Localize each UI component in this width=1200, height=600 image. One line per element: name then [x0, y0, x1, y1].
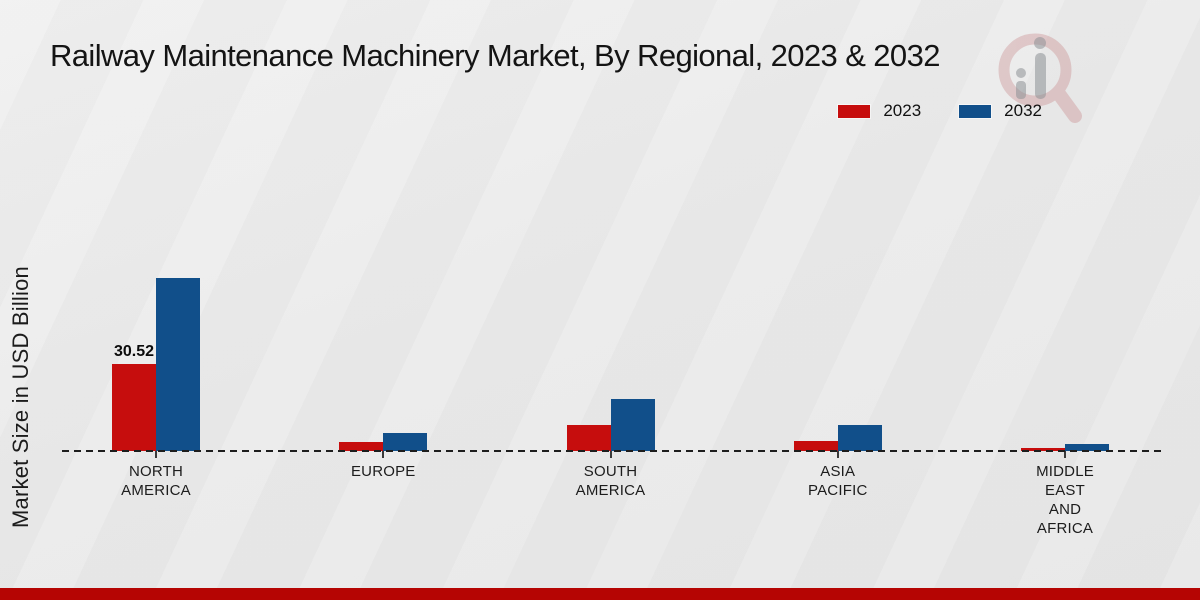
legend-swatch-2032 — [959, 104, 992, 118]
legend-item-2023: 2023 — [838, 101, 921, 121]
x-axis-tick — [155, 451, 157, 458]
bar-value-label: 30.52 — [113, 343, 155, 360]
x-axis-zero-dashed-line — [62, 450, 1165, 452]
bar-2023-middle-east-and-africa — [1021, 447, 1065, 451]
x-axis-tick — [609, 451, 612, 458]
legend: 2023 2032 — [838, 101, 1042, 121]
x-axis-tick — [1064, 451, 1066, 458]
chart-title: Railway Maintenance Machinery Market, By… — [50, 38, 940, 73]
x-axis-category-label: EUROPE — [350, 463, 416, 480]
legend-label-2032: 2032 — [1004, 101, 1042, 120]
bar-2023-asia-pacific — [793, 441, 838, 451]
bar-2023-north-america — [112, 364, 156, 451]
legend-item-2032: 2032 — [959, 101, 1042, 121]
x-axis-tick — [836, 451, 839, 458]
legend-label-2023: 2023 — [883, 101, 922, 120]
x-axis-category-label: SOUTH AMERICA — [575, 463, 646, 499]
x-axis-category-label: NORTH AMERICA — [121, 463, 191, 499]
x-axis-tick — [382, 451, 385, 458]
bar-2032-europe — [383, 433, 428, 451]
bar-2023-south-america — [566, 425, 611, 451]
bar-2032-asia-pacific — [837, 425, 882, 451]
x-axis-category-label: ASIA PACIFIC — [808, 463, 868, 499]
legend-swatch-2023 — [838, 104, 871, 118]
bar-2032-south-america — [610, 399, 655, 451]
footer-accent-bar — [0, 588, 1200, 600]
x-axis-category-label: MIDDLE EAST AND AFRICA — [1036, 463, 1094, 537]
bar-2023-europe — [339, 441, 384, 451]
bar-2032-north-america — [156, 277, 200, 451]
bar-2032-middle-east-and-africa — [1065, 443, 1109, 451]
